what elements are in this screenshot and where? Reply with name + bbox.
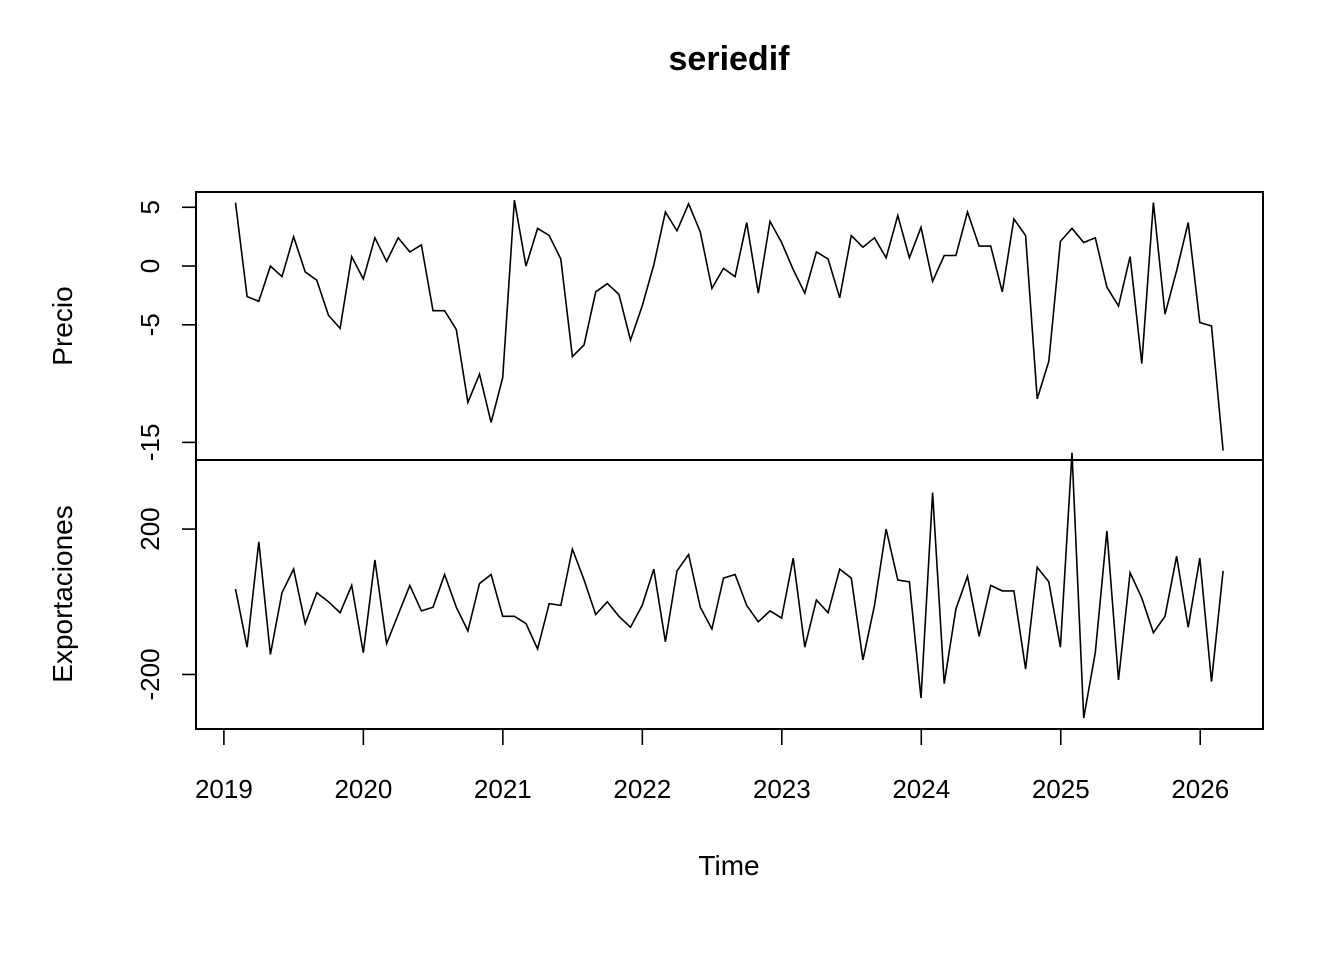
- x-tick-label: 2019: [195, 774, 253, 804]
- precio-y-label: Precio: [47, 286, 78, 365]
- x-tick-label: 2026: [1171, 774, 1229, 804]
- precio-series-line: [234, 200, 1224, 451]
- time-x-axis: 2019 2020 2021 2022 2023 2024 2025 2026: [195, 728, 1229, 804]
- x-axis-label: Time: [698, 850, 759, 881]
- chart-title: seriedif: [669, 40, 791, 78]
- x-tick-label: 2020: [334, 774, 392, 804]
- precio-y-tick-label: 5: [135, 200, 165, 214]
- precio-y-tick-label: 0: [135, 259, 165, 273]
- exportaciones-y-axis: 200 -200: [135, 507, 197, 700]
- x-tick-label: 2025: [1032, 774, 1090, 804]
- x-tick-label: 2024: [892, 774, 950, 804]
- x-tick-label: 2021: [474, 774, 532, 804]
- x-tick-label: 2023: [753, 774, 811, 804]
- exportaciones-y-tick-label: -200: [135, 648, 165, 700]
- precio-y-tick-label: -5: [135, 313, 165, 336]
- precio-y-tick-label: -15: [135, 424, 165, 462]
- precio-y-axis: 5 0 -5 -15: [135, 200, 197, 462]
- exportaciones-series-line: [234, 452, 1224, 719]
- panel-precio: 5 0 -5 -15 Precio: [47, 191, 1264, 462]
- exportaciones-y-label: Exportaciones: [47, 505, 78, 682]
- exportaciones-y-tick-label: 200: [135, 507, 165, 550]
- x-tick-label: 2022: [613, 774, 671, 804]
- panel-exportaciones-frame: [195, 459, 1264, 730]
- panel-exportaciones: 200 -200 Exportaciones: [47, 452, 1264, 730]
- panel-precio-frame: [195, 191, 1264, 461]
